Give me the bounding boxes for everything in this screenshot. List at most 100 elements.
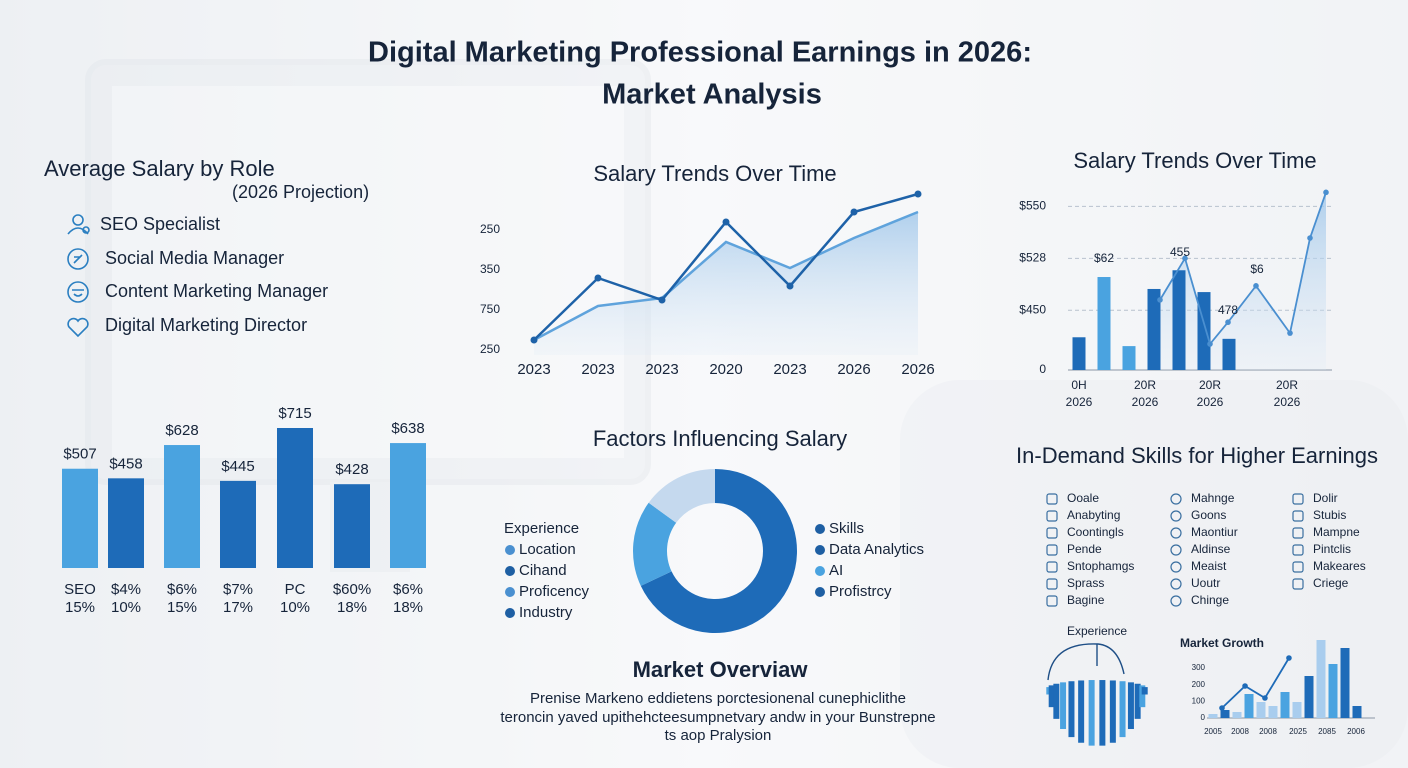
- y-tick-label: 100: [1192, 696, 1206, 705]
- decor-bar: [1048, 685, 1055, 708]
- skill-icon: [1170, 544, 1182, 556]
- skill: Maontiur: [1191, 525, 1238, 539]
- skill-icon: [1292, 510, 1304, 522]
- x-tick-label: 2025: [1289, 727, 1307, 736]
- point: [786, 282, 794, 290]
- bar: [62, 468, 98, 568]
- x-tick-label: 20R: [1276, 378, 1298, 392]
- bar: [1268, 706, 1278, 718]
- skill-icon: [1292, 527, 1304, 539]
- point: [1219, 705, 1225, 711]
- annotation: 455: [1170, 245, 1190, 259]
- x-tick-label: 2026: [837, 361, 870, 378]
- role: Digital Marketing Director: [105, 315, 307, 335]
- category-label: PC: [285, 581, 306, 598]
- skill: Criege: [1313, 576, 1349, 590]
- y-tick-label: $528: [1019, 250, 1046, 264]
- bar: [1352, 706, 1362, 718]
- point: [1287, 330, 1293, 336]
- skill-icon: [1046, 595, 1058, 607]
- bar: [390, 443, 426, 568]
- skill-icon: [1046, 510, 1058, 522]
- y-tick-label: 250: [480, 342, 500, 356]
- bar: [1280, 692, 1290, 718]
- value-label: $428: [335, 461, 368, 478]
- x-tick-label: 2023: [773, 361, 806, 378]
- bar: [1197, 292, 1211, 370]
- skill: Mampne: [1313, 525, 1360, 539]
- chart-title: Market Growth: [1180, 636, 1264, 650]
- legend-dot: [815, 587, 825, 597]
- chart-title: Average Salary by Role: [44, 156, 275, 181]
- decor-bar: [1109, 680, 1116, 743]
- legend-label: Data Analytics: [829, 541, 924, 558]
- decor-bar: [1099, 680, 1106, 746]
- skill-icon: [1170, 578, 1182, 590]
- skill-icon: [1046, 578, 1058, 590]
- decor-bar: [1068, 681, 1075, 738]
- legend-label: Location: [519, 541, 576, 558]
- decor-bar: [1053, 683, 1060, 719]
- bar: [1172, 270, 1186, 370]
- chart-title: Factors Influencing Salary: [593, 426, 847, 451]
- category-label: $7%: [223, 581, 253, 598]
- x-tick-year: 2026: [1197, 395, 1224, 409]
- decor-bar: [1088, 680, 1095, 746]
- skill-icon: [1046, 527, 1058, 539]
- x-tick-label: 2023: [645, 361, 678, 378]
- pie-slice: [648, 468, 715, 523]
- skill: Ooale: [1067, 491, 1099, 505]
- chart-title: Salary Trends Over Time: [593, 161, 836, 186]
- x-tick-label: 20R: [1134, 378, 1156, 392]
- skill: Anabyting: [1067, 508, 1120, 522]
- bar: [1244, 694, 1254, 718]
- legend-label: Profistrcy: [829, 583, 892, 600]
- skills-title: In-Demand Skills for Higher Earnings: [1016, 443, 1378, 468]
- point: [1323, 189, 1329, 196]
- x-tick-label: 20R: [1199, 378, 1221, 392]
- decor-bar: [1119, 681, 1126, 738]
- point: [1253, 283, 1259, 289]
- y-tick-label: 200: [1192, 680, 1206, 689]
- skill: Goons: [1191, 508, 1226, 522]
- skill: Bagine: [1067, 593, 1105, 607]
- y-tick-label: 750: [480, 302, 500, 316]
- point: [1242, 683, 1248, 689]
- legend-label: AI: [829, 562, 843, 579]
- skill: Mahnge: [1191, 491, 1235, 505]
- skill: Sntophamgs: [1067, 559, 1134, 573]
- legend-dot: [505, 587, 515, 597]
- skill-icon: [1170, 510, 1182, 522]
- legend-dot: [815, 545, 825, 555]
- bar: [1072, 337, 1086, 370]
- point: [1225, 319, 1231, 326]
- skill: Stubis: [1313, 508, 1346, 522]
- role: Social Media Manager: [105, 248, 284, 268]
- x-tick-label: 2026: [901, 361, 934, 378]
- point: [850, 208, 858, 216]
- y-tick-label: 0: [1039, 362, 1046, 376]
- skill-icon: [1170, 493, 1182, 505]
- bar: [1340, 648, 1350, 718]
- value-label: $445: [221, 458, 254, 475]
- x-tick-label: 2020: [709, 361, 742, 378]
- experience-arrow: [1047, 643, 1125, 681]
- bar: [1122, 346, 1136, 370]
- y-tick-label: $450: [1019, 302, 1046, 316]
- skill: Makeares: [1313, 559, 1366, 573]
- category-sublabel: 15%: [167, 599, 197, 616]
- decor-bar: [1141, 687, 1148, 695]
- overview-text: Prenise Markeno eddietens porctesionenal…: [530, 690, 906, 707]
- skill: Coontingls: [1067, 525, 1124, 539]
- category-label: SEO: [64, 581, 96, 598]
- x-tick-year: 2026: [1274, 395, 1301, 409]
- skill: Sprass: [1067, 576, 1104, 590]
- category-label: $6%: [167, 581, 197, 598]
- point: [914, 190, 922, 198]
- legend-label: Skills: [829, 520, 864, 537]
- role: SEO Specialist: [100, 214, 220, 234]
- skill-icon: [1170, 527, 1182, 539]
- annotation: 478: [1218, 303, 1238, 317]
- point: [1262, 695, 1268, 701]
